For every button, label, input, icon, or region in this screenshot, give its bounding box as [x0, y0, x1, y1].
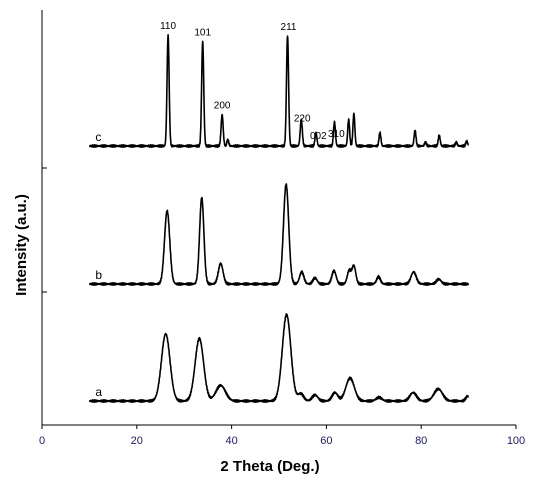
- series-c-label: c: [95, 130, 101, 144]
- peak-label-200: 200: [214, 101, 231, 112]
- traces: [88, 34, 470, 403]
- x-tick-label: 80: [415, 435, 427, 447]
- x-axis-title: 2 Theta (Deg.): [220, 458, 319, 475]
- peak-label-211: 211: [281, 22, 297, 33]
- x-ticks: 0 20 40 60 80 100: [39, 425, 525, 447]
- x-tick-label: 40: [225, 435, 237, 447]
- trace-labels: a b c: [95, 130, 102, 399]
- x-tick-label: 60: [320, 435, 332, 447]
- x-tick-label: 100: [507, 435, 525, 447]
- series-a-line: [88, 313, 470, 403]
- peak-label-310: 310: [328, 129, 345, 140]
- series-b-label: b: [95, 268, 102, 282]
- x-tick-label: 0: [39, 435, 45, 447]
- axes: [41, 10, 516, 426]
- x-tick-label: 20: [131, 435, 143, 447]
- peak-labels: 110 101 200 211 220 002 310: [160, 21, 345, 142]
- peak-label-002: 002: [310, 131, 327, 142]
- peak-label-110: 110: [160, 21, 176, 32]
- peak-label-220: 220: [294, 113, 311, 124]
- y-axis-title: Intensity (a.u.): [13, 194, 30, 296]
- peak-label-101: 101: [194, 27, 211, 38]
- series-b-line: [88, 183, 470, 286]
- series-a-label: a: [95, 385, 102, 399]
- series-c-line: [88, 34, 470, 148]
